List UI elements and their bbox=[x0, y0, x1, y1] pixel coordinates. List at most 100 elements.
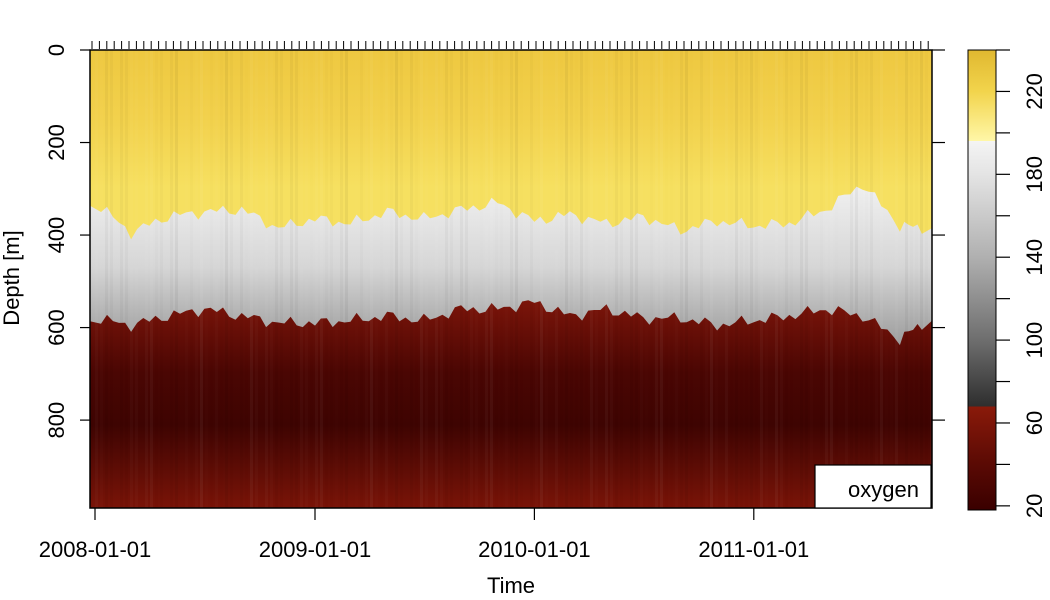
streak bbox=[275, 50, 278, 508]
streak bbox=[155, 50, 158, 508]
streak bbox=[295, 50, 298, 508]
streak bbox=[120, 50, 123, 508]
streak bbox=[860, 50, 863, 508]
streak bbox=[435, 50, 438, 508]
streak bbox=[535, 50, 538, 508]
streak bbox=[595, 50, 598, 508]
streak bbox=[705, 50, 708, 508]
streak bbox=[195, 50, 198, 508]
variable-legend: oxygen bbox=[814, 464, 932, 509]
streak bbox=[220, 50, 223, 508]
streak bbox=[805, 50, 808, 508]
streak bbox=[895, 50, 898, 508]
x-axis: 2008-01-01 2009-01-01 2010-01-01 2011-01-01 bbox=[39, 508, 809, 562]
streak bbox=[235, 50, 238, 508]
streak bbox=[230, 50, 233, 508]
streak bbox=[340, 50, 343, 508]
streak bbox=[240, 50, 243, 508]
streak bbox=[205, 50, 208, 508]
streak bbox=[760, 50, 763, 508]
streak bbox=[345, 50, 348, 508]
streak bbox=[660, 50, 663, 508]
streak bbox=[905, 50, 908, 508]
streak bbox=[100, 50, 103, 508]
streak bbox=[825, 50, 828, 508]
streak bbox=[815, 50, 818, 508]
streak bbox=[685, 50, 688, 508]
streak bbox=[330, 50, 333, 508]
x-tick-label: 2009-01-01 bbox=[259, 537, 372, 562]
streak bbox=[835, 50, 838, 508]
x-tick-label: 2011-01-01 bbox=[698, 537, 809, 562]
streak bbox=[665, 50, 668, 508]
streak bbox=[775, 50, 778, 508]
streak bbox=[445, 50, 448, 508]
streak bbox=[855, 50, 858, 508]
streak bbox=[175, 50, 178, 508]
colorbar-tick-label: 20 bbox=[1022, 494, 1047, 518]
streak bbox=[170, 50, 173, 508]
colorbar-tick-label: 180 bbox=[1022, 156, 1047, 193]
streak bbox=[190, 50, 193, 508]
streak bbox=[360, 50, 363, 508]
streak bbox=[280, 50, 283, 508]
streak bbox=[925, 50, 928, 508]
streak bbox=[725, 50, 728, 508]
streak bbox=[620, 50, 623, 508]
streak bbox=[540, 50, 543, 508]
streak bbox=[550, 50, 553, 508]
streak bbox=[735, 50, 738, 508]
streak bbox=[585, 50, 588, 508]
streak bbox=[885, 50, 888, 508]
streak bbox=[795, 50, 798, 508]
y-axis-label: Depth [m] bbox=[0, 230, 24, 325]
streak bbox=[560, 50, 563, 508]
streak bbox=[555, 50, 558, 508]
colorbar-scale bbox=[967, 49, 997, 511]
streak bbox=[430, 50, 433, 508]
streak bbox=[400, 50, 403, 508]
streak bbox=[395, 50, 398, 508]
streak bbox=[490, 50, 493, 508]
streak bbox=[680, 50, 683, 508]
y-tick-label: 600 bbox=[44, 309, 69, 346]
streak bbox=[650, 50, 653, 508]
streak bbox=[850, 50, 853, 508]
streak bbox=[415, 50, 418, 508]
streak bbox=[125, 50, 128, 508]
streak bbox=[635, 50, 638, 508]
streak bbox=[575, 50, 578, 508]
oxygen-low-layer bbox=[90, 300, 932, 508]
streak bbox=[740, 50, 743, 508]
streak bbox=[510, 50, 513, 508]
streak bbox=[135, 50, 138, 508]
streak bbox=[920, 50, 923, 508]
streak bbox=[390, 50, 393, 508]
streak bbox=[790, 50, 793, 508]
streak bbox=[465, 50, 468, 508]
streak bbox=[720, 50, 723, 508]
streak bbox=[440, 50, 443, 508]
streak bbox=[830, 50, 833, 508]
streak bbox=[755, 50, 758, 508]
streak bbox=[900, 50, 903, 508]
streak bbox=[410, 50, 413, 508]
streak bbox=[715, 50, 718, 508]
plot-frame bbox=[89, 49, 933, 509]
streak bbox=[515, 50, 518, 508]
streak bbox=[305, 50, 308, 508]
streak bbox=[865, 50, 868, 508]
streak bbox=[480, 50, 483, 508]
streak bbox=[420, 50, 423, 508]
x-tick-label: 2008-01-01 bbox=[39, 537, 152, 562]
streak bbox=[160, 50, 163, 508]
streak bbox=[210, 50, 213, 508]
streak bbox=[570, 50, 573, 508]
streak bbox=[765, 50, 768, 508]
colorbar-tick-label: 60 bbox=[1022, 411, 1047, 435]
colorbar-tick-label: 100 bbox=[1022, 322, 1047, 359]
streak bbox=[200, 50, 203, 508]
colorbar-ticks: 20 60 100 140 180 220 bbox=[996, 49, 1047, 518]
streak bbox=[485, 50, 488, 508]
streak bbox=[600, 50, 603, 508]
